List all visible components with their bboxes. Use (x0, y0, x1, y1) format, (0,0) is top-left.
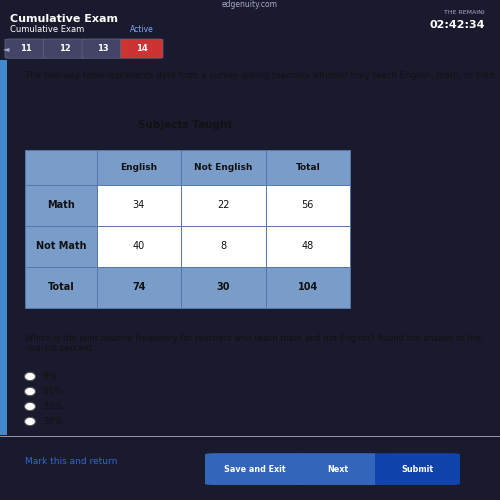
Text: Not Math: Not Math (36, 241, 86, 251)
FancyBboxPatch shape (120, 39, 163, 58)
FancyBboxPatch shape (375, 453, 460, 485)
Text: English: English (120, 163, 158, 172)
FancyBboxPatch shape (96, 226, 181, 266)
FancyBboxPatch shape (25, 184, 97, 226)
Text: Save and Exit: Save and Exit (224, 464, 286, 473)
Text: Subjects Taught: Subjects Taught (138, 120, 232, 130)
Text: 8%: 8% (42, 372, 58, 381)
Text: Cumulative Exam: Cumulative Exam (10, 14, 118, 24)
Text: 104: 104 (298, 282, 318, 292)
FancyBboxPatch shape (0, 60, 6, 435)
Circle shape (24, 402, 36, 410)
Text: 34: 34 (132, 200, 145, 210)
FancyBboxPatch shape (181, 150, 266, 184)
Text: 14: 14 (136, 44, 147, 53)
Text: Total: Total (48, 282, 74, 292)
Text: Active: Active (130, 26, 154, 35)
FancyBboxPatch shape (266, 266, 350, 308)
Text: Cumulative Exam: Cumulative Exam (10, 26, 84, 35)
Text: 38%: 38% (42, 417, 64, 426)
Text: Mark this and return: Mark this and return (25, 456, 118, 466)
Text: 40: 40 (132, 241, 145, 251)
Text: 74: 74 (132, 282, 145, 292)
FancyBboxPatch shape (266, 184, 350, 226)
Circle shape (24, 372, 36, 380)
Text: 22: 22 (217, 200, 230, 210)
FancyBboxPatch shape (181, 266, 266, 308)
FancyBboxPatch shape (82, 39, 124, 58)
Circle shape (24, 418, 36, 426)
FancyBboxPatch shape (25, 150, 97, 184)
FancyBboxPatch shape (181, 226, 266, 266)
Text: Which is the joint relative frequency for teachers who teach math and not Englis: Which is the joint relative frequency fo… (25, 334, 481, 353)
FancyBboxPatch shape (5, 39, 48, 58)
Text: edgenuity.com: edgenuity.com (222, 0, 278, 10)
FancyBboxPatch shape (295, 453, 380, 485)
Text: 21%: 21% (42, 387, 64, 396)
Text: 02:42:34: 02:42:34 (430, 20, 485, 30)
Text: Next: Next (327, 464, 348, 473)
Text: 12: 12 (59, 44, 70, 53)
Text: 56: 56 (302, 200, 314, 210)
Text: 33%: 33% (42, 402, 64, 411)
FancyBboxPatch shape (25, 266, 97, 308)
FancyBboxPatch shape (96, 266, 181, 308)
Text: ◄: ◄ (2, 44, 9, 53)
FancyBboxPatch shape (96, 150, 181, 184)
FancyBboxPatch shape (266, 150, 350, 184)
Text: Submit: Submit (402, 464, 434, 473)
Text: 13: 13 (98, 44, 109, 53)
Text: Math: Math (47, 200, 74, 210)
Text: The two-way table represents data from a survey asking teachers whether they tea: The two-way table represents data from a… (25, 71, 498, 80)
Text: 11: 11 (20, 44, 32, 53)
FancyBboxPatch shape (25, 226, 97, 266)
FancyBboxPatch shape (205, 453, 305, 485)
Text: 8: 8 (220, 241, 226, 251)
FancyBboxPatch shape (266, 226, 350, 266)
Circle shape (24, 388, 36, 396)
Text: 30: 30 (216, 282, 230, 292)
Text: THE REMAINI: THE REMAINI (444, 10, 485, 14)
FancyBboxPatch shape (44, 39, 86, 58)
FancyBboxPatch shape (181, 184, 266, 226)
Text: Total: Total (296, 163, 320, 172)
Text: Not English: Not English (194, 163, 252, 172)
Text: 48: 48 (302, 241, 314, 251)
FancyBboxPatch shape (96, 184, 181, 226)
